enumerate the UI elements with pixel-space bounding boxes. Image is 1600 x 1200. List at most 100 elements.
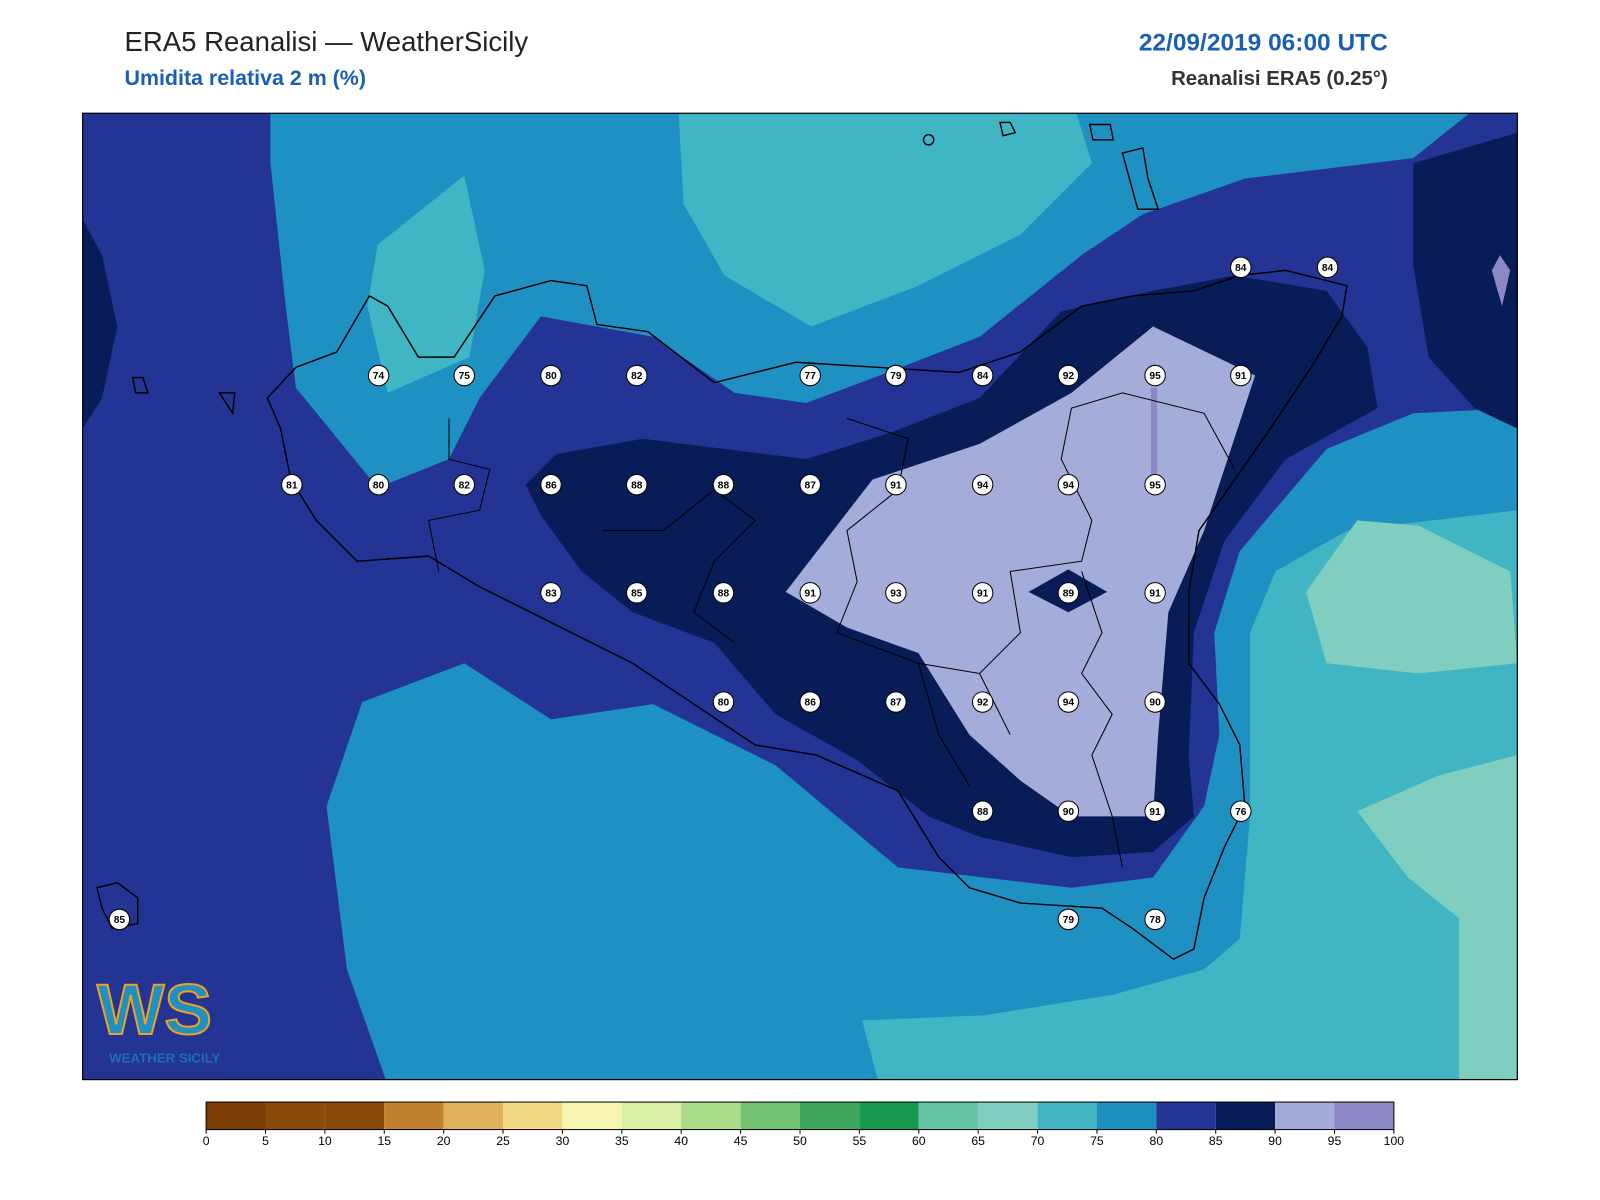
station-marker bbox=[626, 582, 648, 604]
station-value: 84 bbox=[1322, 263, 1334, 274]
station-value: 79 bbox=[1063, 915, 1075, 926]
station-marker bbox=[799, 582, 821, 604]
station-value: 75 bbox=[459, 371, 471, 382]
colorbar-tick-label: 65 bbox=[971, 1134, 985, 1148]
logo-mark: WS bbox=[97, 970, 212, 1050]
colorbar-segment bbox=[1215, 1102, 1276, 1130]
station-value: 91 bbox=[805, 589, 817, 600]
station-marker bbox=[971, 582, 994, 604]
colorbar-tick-label: 80 bbox=[1150, 1134, 1164, 1148]
contour-70-75 bbox=[367, 175, 485, 393]
stations: 84 84 74 75 80 82 77 79 84 92 95 91 81 80 82 86 88 88 87 91… bbox=[108, 256, 1339, 931]
station-value: 78 bbox=[1149, 915, 1161, 926]
station-value: 84 bbox=[1235, 263, 1247, 274]
colorbar-tick-label: 75 bbox=[1090, 1134, 1104, 1148]
colorbar-tick-label: 35 bbox=[615, 1134, 629, 1148]
colorbar-segment bbox=[681, 1102, 741, 1130]
colorbar-segment bbox=[1096, 1102, 1157, 1130]
station-marker bbox=[1316, 256, 1339, 279]
title: ERA5 Reanalisi — WeatherSicily bbox=[124, 26, 528, 57]
station-value: 91 bbox=[977, 589, 989, 600]
station-marker bbox=[1230, 256, 1252, 279]
station-value: 88 bbox=[631, 480, 643, 491]
colorbar-segment bbox=[503, 1102, 563, 1130]
colorbar-tick-label: 90 bbox=[1268, 1134, 1282, 1148]
colorbar-tick-label: 95 bbox=[1328, 1134, 1342, 1148]
station-value: 92 bbox=[977, 698, 989, 709]
station-marker bbox=[712, 582, 735, 604]
colorbar-tick-label: 15 bbox=[377, 1134, 391, 1148]
station-marker bbox=[971, 691, 994, 713]
station-marker bbox=[799, 364, 821, 387]
colorbar-tick-label: 60 bbox=[912, 1134, 926, 1148]
colorbar-segment bbox=[800, 1102, 860, 1130]
coastline bbox=[266, 269, 1348, 961]
colorbar-segment bbox=[1037, 1102, 1097, 1130]
colorbar-segment bbox=[1334, 1102, 1394, 1130]
colorbar-segment bbox=[859, 1102, 919, 1130]
station-value: 95 bbox=[1149, 371, 1161, 382]
colorbar-tick-label: 5 bbox=[262, 1134, 269, 1148]
colorbar-segment bbox=[1275, 1102, 1335, 1130]
station-value: 81 bbox=[286, 480, 298, 491]
station-marker bbox=[367, 473, 390, 496]
colorbar-segment bbox=[324, 1102, 385, 1130]
station-marker bbox=[108, 908, 131, 931]
map-frame bbox=[82, 112, 1518, 1081]
station-value: 88 bbox=[718, 589, 730, 600]
colorbar-segment bbox=[443, 1102, 504, 1130]
station-marker bbox=[712, 691, 735, 713]
colorbar-segment bbox=[206, 1102, 266, 1130]
station-marker bbox=[799, 473, 821, 496]
station-marker bbox=[971, 473, 994, 496]
contour-85-90 bbox=[82, 219, 118, 429]
colorbar-segment bbox=[562, 1102, 622, 1130]
colorbar-tick-label: 45 bbox=[734, 1134, 748, 1148]
station-value: 82 bbox=[459, 480, 471, 491]
station-value: 88 bbox=[977, 807, 989, 818]
station-marker bbox=[453, 473, 475, 496]
station-marker bbox=[1144, 582, 1166, 604]
station-value: 94 bbox=[1063, 698, 1075, 709]
colorbar-segment bbox=[384, 1102, 444, 1130]
colorbar-tick-label: 0 bbox=[203, 1134, 210, 1148]
station-marker bbox=[540, 473, 562, 496]
station-value: 88 bbox=[718, 480, 730, 491]
datetime: 22/09/2019 06:00 UTC bbox=[1139, 29, 1388, 56]
station-value: 74 bbox=[373, 371, 385, 382]
station-marker bbox=[799, 691, 821, 713]
contour-95-100 bbox=[1491, 255, 1511, 307]
station-value: 85 bbox=[114, 915, 126, 926]
station-value: 80 bbox=[545, 371, 557, 382]
colorbar-segment bbox=[918, 1102, 979, 1130]
colorbar-tick-label: 55 bbox=[853, 1134, 867, 1148]
station-value: 79 bbox=[890, 371, 902, 382]
station-value: 91 bbox=[890, 480, 902, 491]
station-marker bbox=[1144, 800, 1166, 822]
colorbar: 0 5 10 15 20 25 30 35 40 45 50 55 60 65 70 75 80 85 90 95 10… bbox=[203, 1101, 1404, 1148]
logo-name: WEATHER SICILY bbox=[109, 1051, 220, 1066]
station-marker bbox=[1144, 908, 1166, 931]
station-value: 84 bbox=[977, 371, 989, 382]
station-marker bbox=[1057, 691, 1080, 713]
contour-95-100 bbox=[1151, 387, 1158, 475]
colorbar-tick-label: 25 bbox=[496, 1134, 510, 1148]
colorbar-tick-label: 85 bbox=[1209, 1134, 1223, 1148]
colorbar-segment bbox=[621, 1102, 682, 1130]
station-value: 87 bbox=[805, 480, 817, 491]
station-marker bbox=[626, 364, 648, 387]
contour-70-75 bbox=[678, 113, 1092, 327]
station-value: 80 bbox=[373, 480, 385, 491]
colorbar-segment bbox=[1156, 1102, 1216, 1130]
contour-85-90 bbox=[1413, 132, 1518, 429]
station-marker bbox=[1057, 364, 1080, 387]
colorbar-segment bbox=[265, 1102, 325, 1130]
contour-65-70 bbox=[1306, 520, 1518, 674]
station-value: 86 bbox=[805, 698, 817, 709]
station-value: 94 bbox=[1063, 480, 1075, 491]
colorbar-tick-label: 30 bbox=[556, 1134, 570, 1148]
station-marker bbox=[453, 364, 475, 387]
station-marker bbox=[1230, 800, 1252, 822]
contour-65-70 bbox=[1357, 755, 1518, 1080]
colorbar-segment bbox=[978, 1102, 1038, 1130]
